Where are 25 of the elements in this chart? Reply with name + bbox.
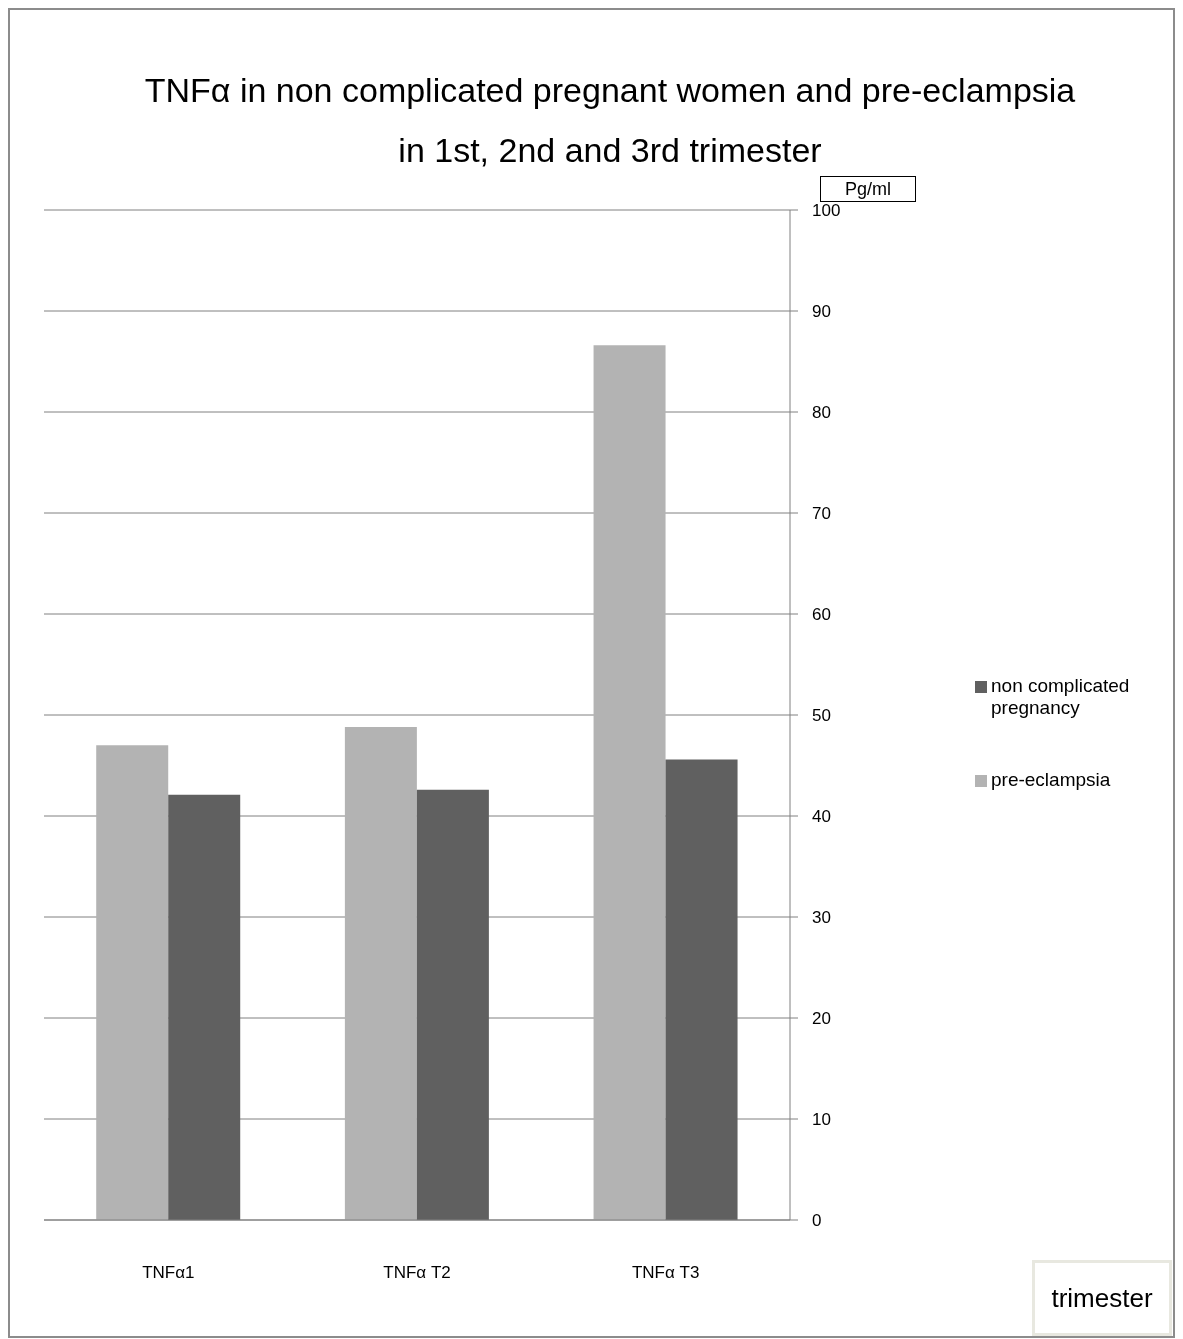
y-axis-title: Pg/ml bbox=[820, 176, 916, 202]
x-tick-label: TNFα1 bbox=[142, 1263, 195, 1283]
y-tick-label: 30 bbox=[812, 908, 831, 928]
bar bbox=[593, 345, 666, 1220]
legend-label: pre-eclampsia bbox=[991, 769, 1111, 791]
legend-label: non complicated pregnancy bbox=[991, 675, 1131, 719]
bar bbox=[665, 759, 738, 1220]
chart-title: TNFα in non complicated pregnant women and pre-eclampsia in 1st, 2nd and 3rd trimester bbox=[143, 70, 1077, 171]
text: trimester bbox=[1032, 1260, 1172, 1336]
y-tick-label: 100 bbox=[812, 201, 841, 221]
y-tick-label: 40 bbox=[812, 807, 831, 827]
y-tick-label: 10 bbox=[812, 1110, 831, 1130]
y-tick-label: 20 bbox=[812, 1009, 831, 1029]
y-tick-label: 70 bbox=[812, 504, 831, 524]
x-tick-label: TNFα T3 bbox=[631, 1263, 700, 1283]
bar bbox=[96, 745, 169, 1220]
x-tick-label: TNFα T2 bbox=[383, 1263, 451, 1283]
y-tick-label: 60 bbox=[812, 605, 831, 625]
y-tick-label: 0 bbox=[812, 1211, 822, 1231]
y-tick-label: 80 bbox=[812, 403, 831, 423]
y-tick-label: 90 bbox=[812, 302, 831, 322]
bar bbox=[344, 727, 417, 1220]
y-tick-label: 50 bbox=[812, 706, 831, 726]
bar bbox=[168, 794, 241, 1220]
bar bbox=[416, 789, 489, 1220]
